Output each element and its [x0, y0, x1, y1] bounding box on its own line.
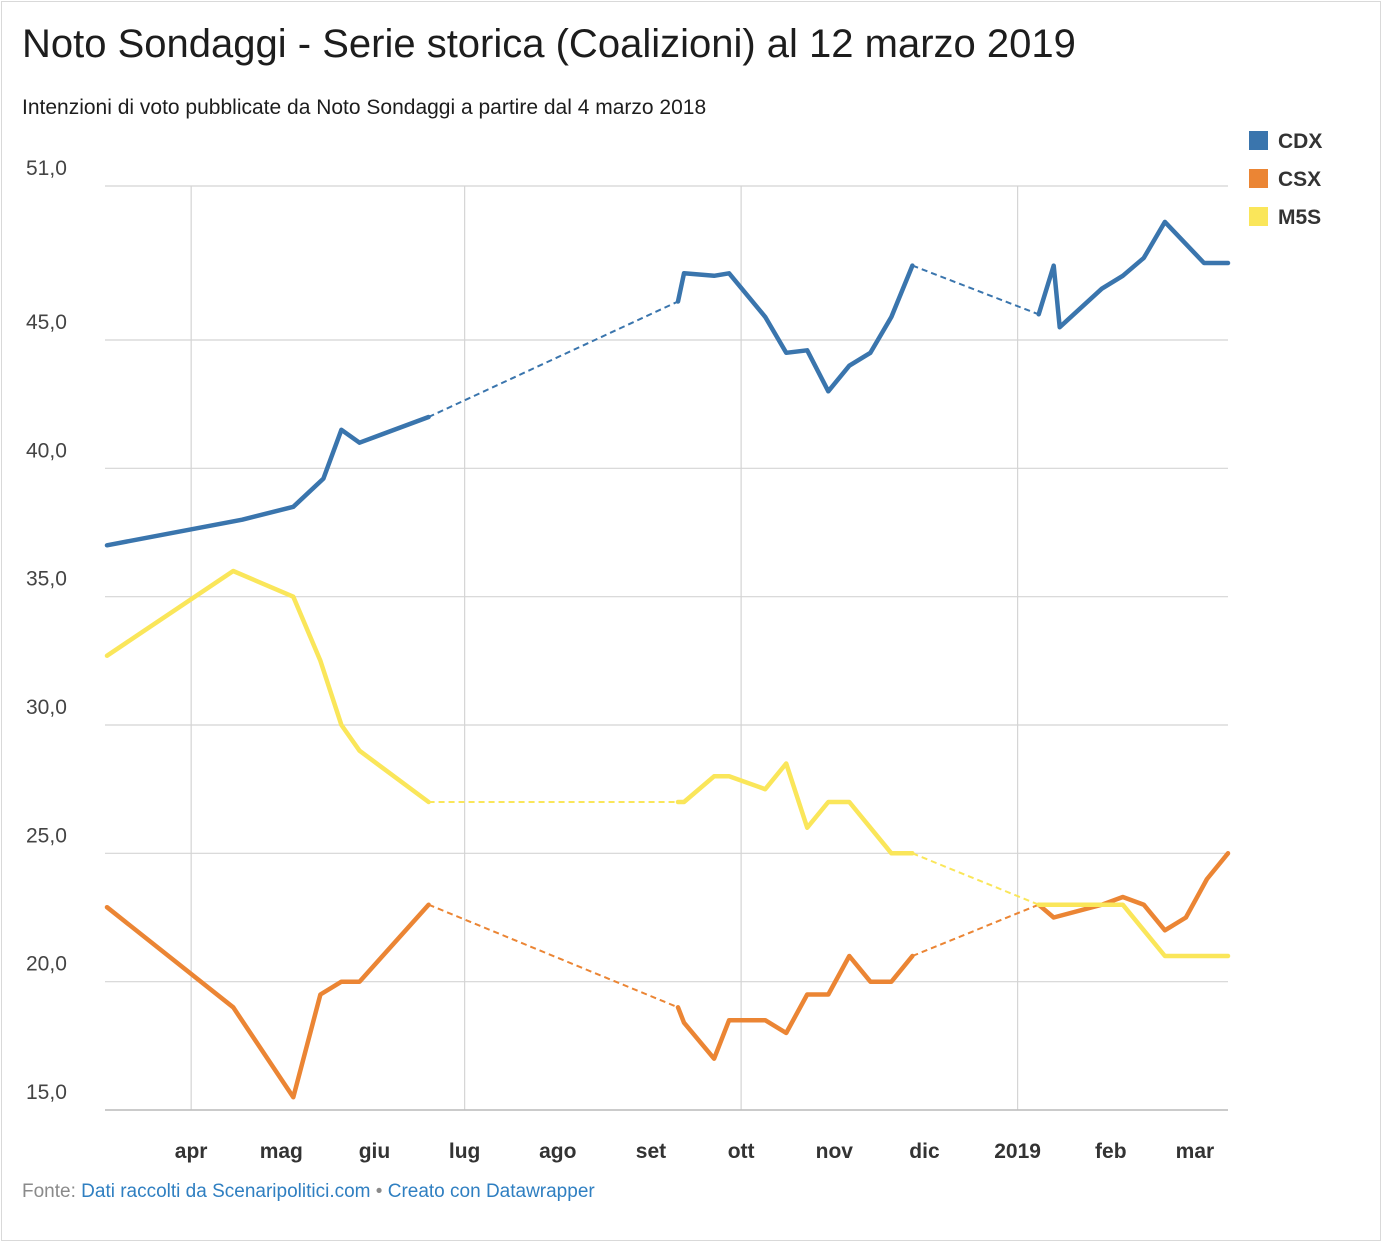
y-tick-label: 15,0	[26, 1081, 67, 1104]
source-link[interactable]: Dati raccolti da Scenaripolitici.com	[81, 1181, 371, 1202]
x-tick-label: mar	[1176, 1140, 1215, 1163]
x-tick-label: dic	[909, 1140, 940, 1163]
x-tick-label: giu	[359, 1140, 391, 1163]
credit-link[interactable]: Creato con Datawrapper	[387, 1181, 595, 1202]
series-line-m5s	[1036, 902, 1231, 959]
x-tick-label: lug	[449, 1140, 481, 1163]
series-line-csx	[675, 953, 915, 1061]
x-tick-label: 2019	[994, 1140, 1041, 1163]
series-gap-csx	[912, 903, 1040, 957]
series-line-m5s	[675, 761, 915, 856]
x-tick-label: ago	[539, 1140, 576, 1163]
legend-label-m5s: M5S	[1278, 206, 1321, 229]
x-tick-label: set	[636, 1140, 666, 1163]
series-line-csx	[1036, 851, 1231, 933]
series-gap-cdx	[428, 300, 679, 418]
legend-label-cdx: CDX	[1278, 130, 1322, 153]
legend-swatch-m5s	[1249, 207, 1268, 226]
series-gap-m5s	[912, 852, 1040, 906]
x-tick-label: apr	[175, 1140, 208, 1163]
footer-prefix: Fonte:	[22, 1181, 76, 1202]
chart-title: Noto Sondaggi - Serie storica (Coalizion…	[22, 22, 1076, 66]
y-tick-label: 35,0	[26, 568, 67, 591]
series-line-cdx	[104, 414, 431, 548]
legend-swatch-cdx	[1249, 131, 1268, 150]
chart-subtitle: Intenzioni di voto pubblicate da Noto So…	[22, 96, 707, 119]
series-line-cdx	[675, 263, 915, 394]
series-gap-cdx	[912, 264, 1040, 316]
series-line-cdx	[1036, 219, 1231, 330]
x-tick-label: ott	[728, 1140, 755, 1163]
y-tick-label: 25,0	[26, 824, 67, 847]
footer-separator: •	[375, 1181, 383, 1202]
series-line-m5s	[104, 568, 431, 805]
x-tick-label: mag	[260, 1140, 303, 1163]
y-tick-label: 20,0	[26, 953, 67, 976]
y-tick-label: 30,0	[26, 696, 67, 719]
y-tick-label: 40,0	[26, 439, 67, 462]
legend-label-csx: CSX	[1278, 168, 1321, 191]
y-tick-label: 45,0	[26, 311, 67, 334]
legend-swatch-csx	[1249, 169, 1268, 188]
series-gap-csx	[428, 903, 679, 1009]
x-tick-label: feb	[1095, 1140, 1127, 1163]
y-tick-label: 51,0	[26, 157, 67, 180]
chart-footer: Fonte: Dati raccolti da Scenaripolitici.…	[22, 1181, 595, 1203]
x-tick-label: nov	[816, 1140, 854, 1163]
series-line-csx	[104, 902, 431, 1100]
